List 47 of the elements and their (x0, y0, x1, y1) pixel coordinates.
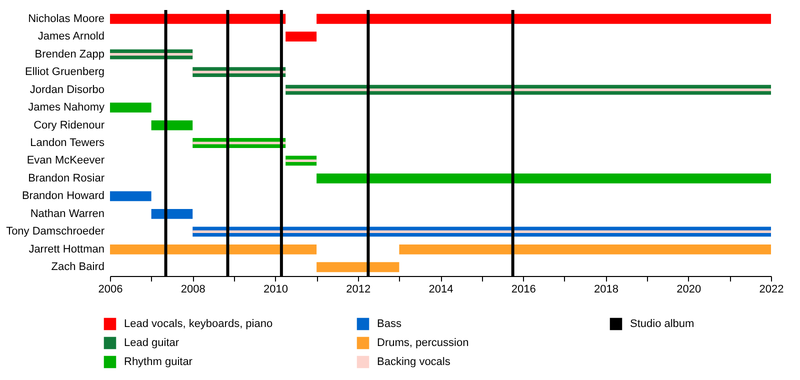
bar (110, 191, 152, 202)
x-tick-label: 2006 (98, 284, 123, 296)
y-tick-label: Nicholas Moore (28, 12, 104, 25)
y-tick-label: Evan McKeever (26, 154, 105, 167)
bar (110, 244, 317, 254)
y-tick-label: Brenden Zapp (34, 48, 104, 60)
y-tick-label: James Nahomy (28, 102, 105, 114)
bar (286, 88, 771, 92)
bar (399, 244, 771, 254)
y-tick-label: James Arnold (38, 30, 104, 43)
bar (286, 32, 317, 42)
legend-label: Lead guitar (124, 337, 180, 349)
legend-label: Lead vocals, keyboards, piano (124, 318, 273, 330)
bar (151, 208, 193, 219)
bar (110, 14, 286, 24)
legend-label: Backing vocals (377, 356, 451, 368)
bar (316, 14, 771, 24)
y-tick-label: Zach Baird (51, 261, 104, 274)
y-tick-label: Tony Damschroeder (6, 226, 105, 238)
x-tick-label: 2010 (264, 284, 288, 296)
y-tick-label: Brandon Howard (22, 190, 104, 202)
y-tick-label: Jordan Disorbo (30, 84, 104, 96)
x-tick-label: 2012 (346, 284, 371, 296)
legend-label: Rhythm guitar (124, 356, 193, 368)
bar (192, 142, 286, 144)
bar (192, 230, 771, 233)
bar (316, 262, 400, 272)
y-tick-label: Cory Ridenour (34, 119, 105, 132)
legend-label: Bass (377, 318, 402, 330)
y-tick-label: Jarrett Hottman (28, 243, 104, 256)
y-tick-label: Brandon Rosiar (28, 172, 105, 184)
bar (286, 159, 317, 162)
x-tick-label: 2018 (594, 284, 618, 296)
bar (110, 102, 152, 112)
x-tick-label: 2020 (676, 284, 702, 296)
legend-label: Drums, percussion (377, 337, 469, 349)
x-tick-label: 2014 (428, 284, 454, 296)
legend-label: Studio album (630, 318, 694, 330)
bar (192, 70, 286, 74)
bar (316, 174, 771, 184)
y-tick-label: Nathan Warren (30, 208, 104, 220)
x-tick-label: 2008 (180, 284, 206, 296)
x-tick-label: 2022 (759, 284, 784, 296)
bar (110, 53, 193, 56)
x-tick-label: 2016 (511, 284, 536, 296)
y-tick-label: Landon Tewers (30, 137, 105, 149)
y-tick-label: Elliot Gruenberg (25, 66, 104, 78)
